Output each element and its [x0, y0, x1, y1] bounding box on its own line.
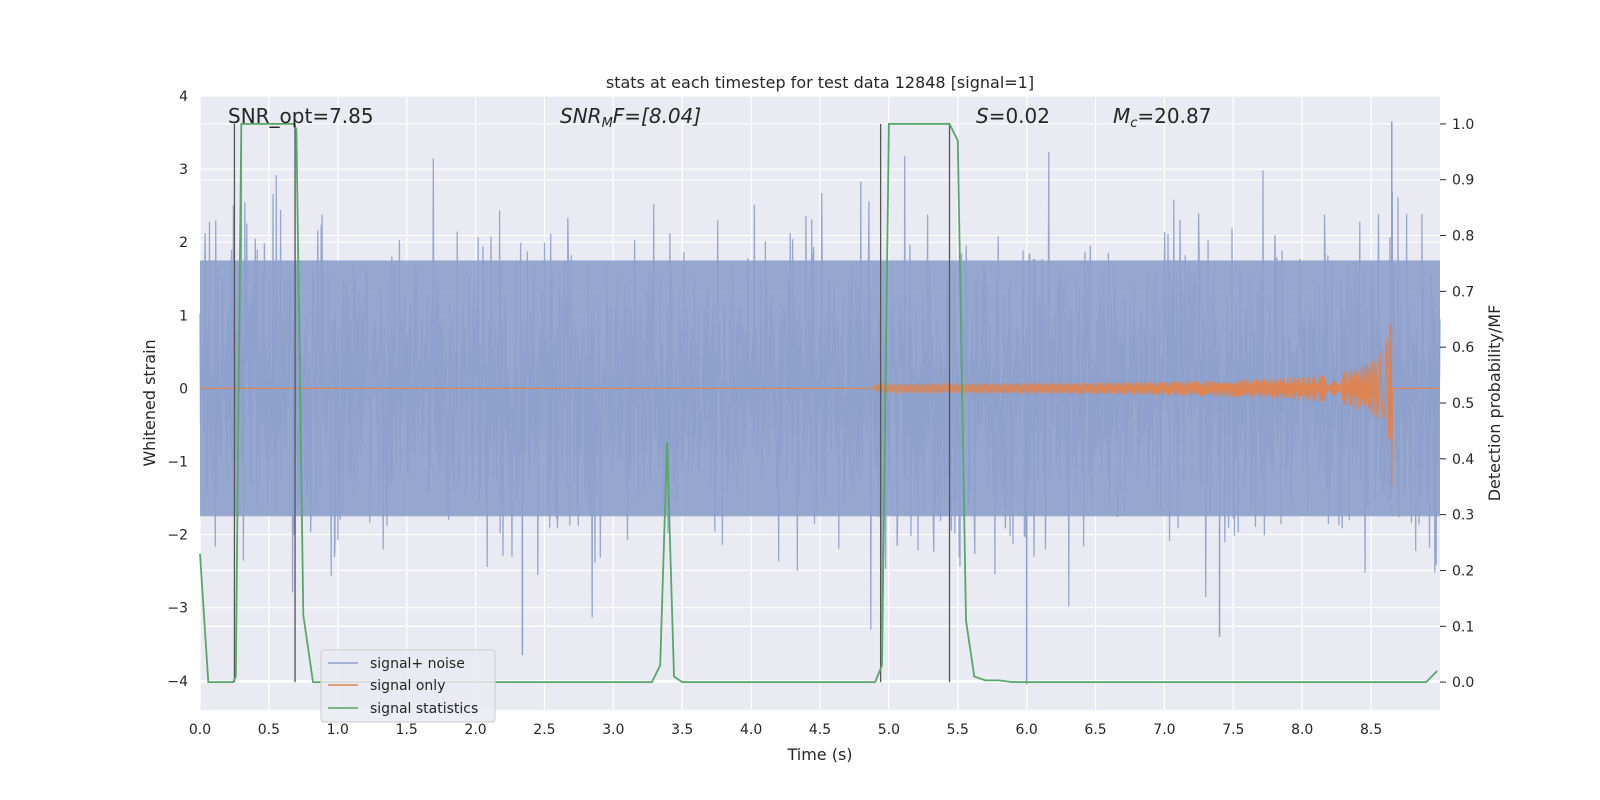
- legend-label-signal-statistics: signal statistics: [370, 701, 478, 717]
- x-tick-label-5: 2.5: [533, 722, 555, 738]
- x-tick-label-13: 6.5: [1084, 722, 1106, 738]
- legend-label-signal-only: signal only: [370, 678, 445, 694]
- y-right-tick-label-5: 0.5: [1452, 396, 1474, 412]
- y-right-tick-label-10: 0.0: [1452, 675, 1474, 691]
- x-axis-ticks: 0.0 0.5 1.0 1.5 2.0 2.5 3.0 3.5 4.0 4.5 5.0 5.5 6.0 6…: [189, 722, 1382, 738]
- x-axis-title: Time (s): [786, 745, 852, 764]
- y-left-tick-label-7: −3: [167, 601, 188, 617]
- y-right-tick-label-3: 0.7: [1452, 284, 1474, 300]
- annotation-s: S=0.02: [976, 104, 1050, 128]
- y-right-tick-label-4: 0.6: [1452, 340, 1474, 356]
- y-left-tick-label-6: −2: [167, 528, 188, 544]
- x-tick-label-16: 8.0: [1291, 722, 1313, 738]
- x-tick-label-0: 0.0: [189, 722, 211, 738]
- x-tick-label-17: 8.5: [1360, 722, 1382, 738]
- signal-statistics-series: [199, 123, 1438, 683]
- y-right-tick-label-8: 0.2: [1452, 563, 1474, 579]
- x-tick-label-3: 1.5: [396, 722, 418, 738]
- x-tick-label-9: 4.5: [809, 722, 831, 738]
- y-left-axis-ticks: 4 3 2 1 0 −1 −2 −3 −4: [167, 89, 188, 690]
- y-right-tick-label-7: 0.3: [1452, 508, 1474, 524]
- x-tick-label-15: 7.5: [1222, 722, 1244, 738]
- x-tick-label-12: 6.0: [1016, 722, 1038, 738]
- y-left-tick-label-3: 1: [179, 308, 188, 324]
- y-left-tick-label-5: −1: [167, 454, 188, 470]
- x-tick-label-2: 1.0: [327, 722, 349, 738]
- x-tick-label-11: 5.5: [947, 722, 969, 738]
- x-tick-label-7: 3.5: [671, 722, 693, 738]
- x-tick-label-6: 3.0: [602, 722, 624, 738]
- signal-statistics-line: [199, 123, 1438, 683]
- signal-only-line: [200, 322, 1440, 487]
- y-right-tick-label-9: 0.1: [1452, 619, 1474, 635]
- x-tick-label-8: 4.0: [740, 722, 762, 738]
- annotation-snr-mf: SNRMF=[8.04]: [560, 104, 701, 131]
- vertical-markers: [233, 123, 951, 683]
- legend: signal+ noise signal only signal statist…: [320, 649, 496, 723]
- signal-only-series: [200, 322, 1440, 487]
- y-right-tick-label-1: 0.9: [1452, 173, 1474, 189]
- y-left-tick-label-8: −4: [167, 674, 188, 690]
- x-tick-label-4: 2.0: [464, 722, 486, 738]
- y-right-tick-label-6: 0.4: [1452, 452, 1474, 468]
- y-left-tick-label-1: 3: [179, 162, 188, 178]
- legend-label-signal-noise: signal+ noise: [370, 656, 465, 672]
- x-tick-label-1: 0.5: [258, 722, 280, 738]
- y-right-axis-ticks: 1.0 0.9 0.8 0.7 0.6 0.5 0.4 0.3 0.2 0.1 0.0: [1440, 117, 1474, 691]
- legend-box: [320, 649, 496, 723]
- annotation-mc: Mc=20.87: [1113, 104, 1211, 131]
- y-left-tick-label-4: 0: [179, 381, 188, 397]
- y-right-tick-label-2: 0.8: [1452, 229, 1474, 245]
- y-right-tick-label-0: 1.0: [1452, 117, 1474, 133]
- annotation-snr-opt: SNR_opt=7.85: [228, 104, 374, 128]
- chart-title: stats at each timestep for test data 128…: [606, 73, 1034, 92]
- y-left-axis-title: Whitened strain: [140, 339, 159, 466]
- x-tick-label-10: 5.0: [878, 722, 900, 738]
- y-right-axis-title: Detection probability/MF: [1485, 305, 1504, 502]
- y-left-tick-label-0: 4: [179, 89, 188, 105]
- x-tick-label-14: 7.0: [1153, 722, 1175, 738]
- y-left-tick-label-2: 2: [179, 235, 188, 251]
